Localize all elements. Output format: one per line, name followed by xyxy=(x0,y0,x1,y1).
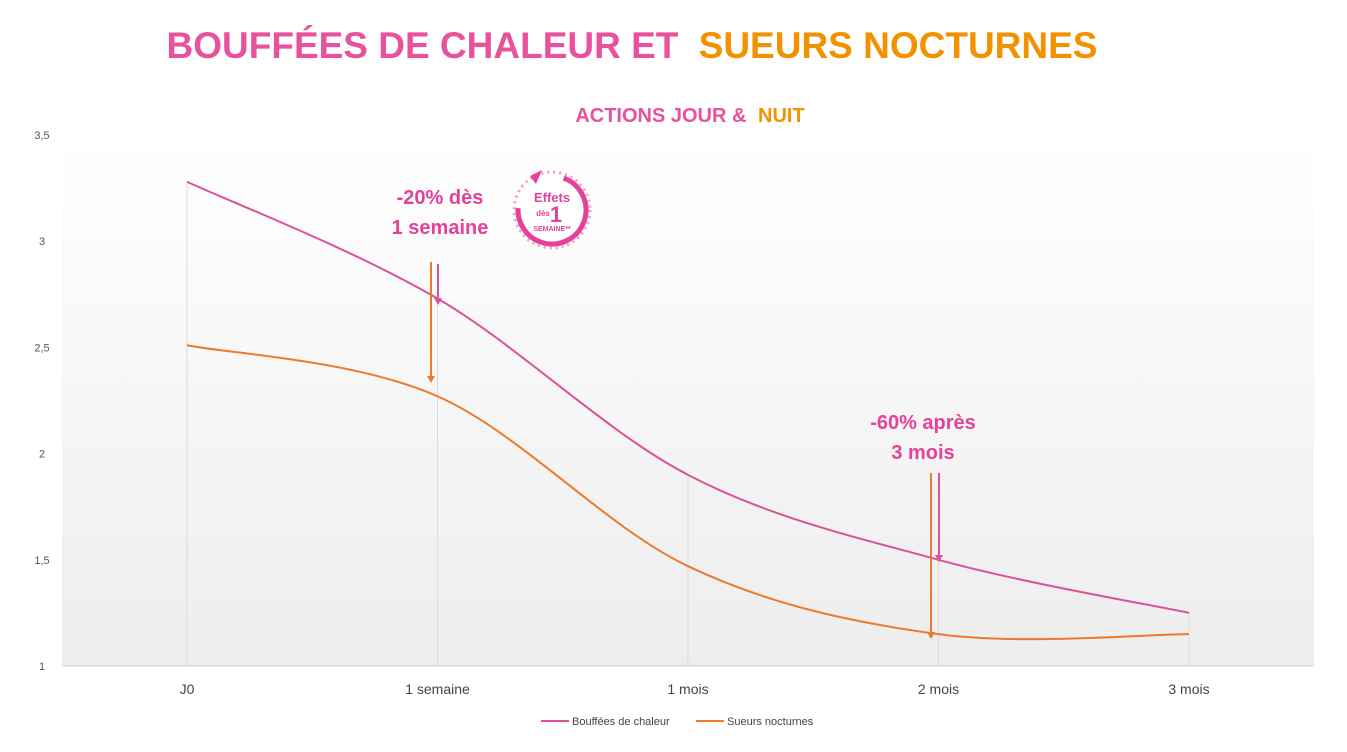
subtitle-part-1: ACTIONS JOUR & xyxy=(575,105,746,127)
y-axis: 1 1,5 2 2,5 3 3,5 xyxy=(34,130,49,673)
badge-line-3: 1 xyxy=(550,202,562,227)
gridlines xyxy=(186,181,1190,666)
annotation-arrows xyxy=(427,262,943,639)
annotation-2-line-1: -60% après xyxy=(870,412,976,434)
y-tick-label: 1,5 xyxy=(34,555,49,567)
badge-line-2: dès xyxy=(536,209,550,218)
badge-line-4: SEMAINE** xyxy=(533,226,571,233)
arrow-orange-1-head xyxy=(427,376,435,383)
title-part-1: BOUFFÉES DE CHALEUR ET xyxy=(167,25,679,66)
badge-line-1: Effets xyxy=(534,190,570,205)
y-tick-label: 1 xyxy=(39,661,45,673)
x-tick-label: 2 mois xyxy=(918,681,959,697)
title-part-2: SUEURS NOCTURNES xyxy=(699,25,1098,66)
x-tick-label: 3 mois xyxy=(1168,681,1209,697)
legend: Bouffées de chaleur Sueurs nocturnes xyxy=(541,716,814,728)
annotation-2-line-2: 3 mois xyxy=(891,442,954,464)
chart-title: BOUFFÉES DE CHALEUR ET SUEURS NOCTURNES xyxy=(167,25,1098,66)
annotation-1-line-2: 1 semaine xyxy=(392,217,489,239)
x-tick-label: 1 semaine xyxy=(405,681,470,697)
legend-label-1: Sueurs nocturnes xyxy=(727,716,814,728)
x-axis: J0 1 semaine 1 mois 2 mois 3 mois xyxy=(180,681,1210,697)
y-tick-label: 3 xyxy=(39,236,45,248)
x-tick-label: 1 mois xyxy=(667,681,708,697)
annotation-1-line-1: -20% dès xyxy=(397,187,484,209)
series-line-0 xyxy=(186,180,1190,614)
y-tick-label: 2 xyxy=(39,449,45,461)
legend-label-0: Bouffées de chaleur xyxy=(572,716,670,728)
arrow-orange-2-head xyxy=(927,632,935,639)
effects-badge: Effets dès 1 SEMAINE** xyxy=(512,170,592,250)
badge-dots xyxy=(512,170,592,250)
series-line-1 xyxy=(186,344,1190,641)
x-tick-label: J0 xyxy=(180,681,195,697)
y-tick-label: 2,5 xyxy=(34,342,49,354)
arrow-pink-1-head xyxy=(434,298,442,305)
y-tick-label: 3,5 xyxy=(34,130,49,142)
chart-subtitle: ACTIONS JOUR & NUIT xyxy=(575,105,804,127)
badge-arrow-icon xyxy=(530,170,542,184)
badge-ring xyxy=(515,173,589,247)
subtitle-part-2: NUIT xyxy=(758,105,805,127)
arrow-pink-2-head xyxy=(935,555,943,562)
series-lines xyxy=(186,180,1190,641)
